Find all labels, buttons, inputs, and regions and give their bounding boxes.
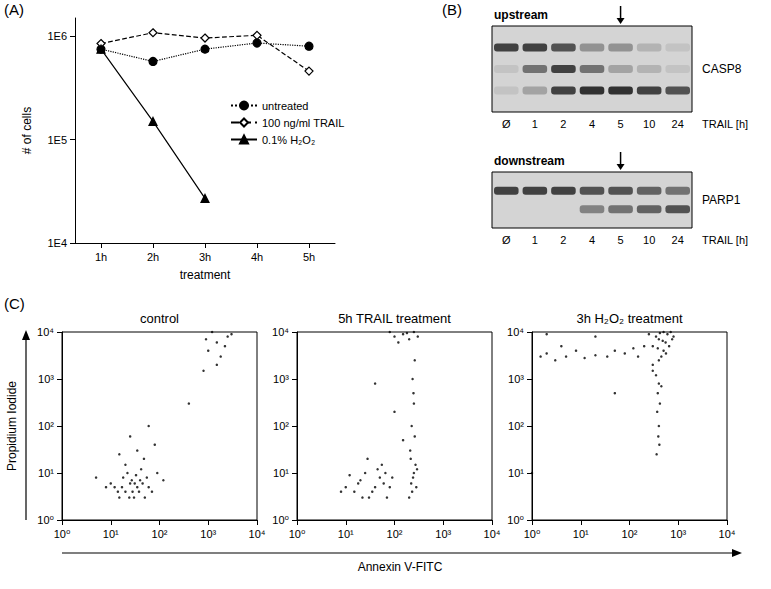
svg-text:10¹: 10¹ — [573, 528, 589, 540]
svg-text:Ø: Ø — [502, 118, 511, 130]
svg-text:10³: 10³ — [273, 373, 289, 385]
svg-text:10³: 10³ — [435, 528, 451, 540]
svg-text:10¹: 10¹ — [273, 467, 289, 479]
svg-text:5h: 5h — [303, 251, 315, 263]
svg-text:10²: 10² — [152, 528, 168, 540]
svg-text:(B): (B) — [442, 1, 462, 18]
svg-text:10²: 10² — [387, 528, 403, 540]
svg-text:10²: 10² — [273, 420, 289, 432]
svg-text:10²: 10² — [622, 528, 638, 540]
svg-text:4: 4 — [589, 118, 595, 130]
svg-text:10⁴: 10⁴ — [272, 326, 289, 338]
svg-text:(C): (C) — [4, 295, 25, 312]
svg-text:5h TRAIL treatment: 5h TRAIL treatment — [338, 311, 451, 326]
svg-text:(A): (A) — [4, 1, 24, 18]
svg-text:5: 5 — [618, 118, 624, 130]
svg-text:10¹: 10¹ — [38, 467, 54, 479]
svg-text:downstream: downstream — [494, 154, 565, 168]
svg-text:1E4: 1E4 — [47, 237, 67, 249]
svg-text:treatment: treatment — [180, 268, 231, 282]
svg-text:TRAIL [h]: TRAIL [h] — [702, 118, 748, 130]
svg-text:0.1% H₂O₂: 0.1% H₂O₂ — [262, 134, 315, 146]
svg-text:10⁰: 10⁰ — [524, 528, 541, 540]
svg-text:10⁰: 10⁰ — [507, 514, 524, 526]
svg-text:10⁰: 10⁰ — [289, 528, 306, 540]
svg-text:10³: 10³ — [200, 528, 216, 540]
svg-text:10²: 10² — [38, 420, 54, 432]
svg-text:10¹: 10¹ — [338, 528, 354, 540]
svg-text:4: 4 — [589, 234, 595, 246]
svg-text:TRAIL [h]: TRAIL [h] — [702, 234, 748, 246]
svg-text:24: 24 — [672, 118, 684, 130]
svg-text:10⁴: 10⁴ — [249, 528, 266, 540]
svg-text:10⁴: 10⁴ — [507, 326, 524, 338]
svg-text:2: 2 — [560, 118, 566, 130]
svg-text:24: 24 — [672, 234, 684, 246]
svg-text:10¹: 10¹ — [508, 467, 524, 479]
svg-text:10³: 10³ — [508, 373, 524, 385]
svg-text:1h: 1h — [95, 251, 107, 263]
svg-text:Propidium Iodide: Propidium Iodide — [5, 381, 19, 471]
svg-text:10³: 10³ — [38, 373, 54, 385]
svg-text:10⁴: 10⁴ — [719, 528, 736, 540]
svg-text:Annexin V-FITC: Annexin V-FITC — [358, 560, 443, 574]
svg-text:1E6: 1E6 — [47, 30, 67, 42]
svg-text:1: 1 — [532, 118, 538, 130]
svg-text:5: 5 — [618, 234, 624, 246]
svg-text:4h: 4h — [251, 251, 263, 263]
svg-text:CASP8: CASP8 — [702, 62, 742, 76]
svg-text:2: 2 — [560, 234, 566, 246]
svg-text:control: control — [140, 311, 179, 326]
svg-text:upstream: upstream — [494, 8, 548, 22]
svg-text:PARP1: PARP1 — [702, 193, 741, 207]
svg-text:10⁴: 10⁴ — [37, 326, 54, 338]
svg-text:1: 1 — [532, 234, 538, 246]
svg-text:10⁰: 10⁰ — [37, 514, 54, 526]
svg-text:10: 10 — [643, 118, 655, 130]
svg-text:10⁰: 10⁰ — [54, 528, 71, 540]
svg-text:3h H₂O₂ treatment: 3h H₂O₂ treatment — [576, 311, 683, 326]
svg-text:3h: 3h — [199, 251, 211, 263]
svg-text:# of cells: # of cells — [20, 107, 34, 154]
svg-text:2h: 2h — [147, 251, 159, 263]
svg-text:10: 10 — [643, 234, 655, 246]
svg-text:1E5: 1E5 — [47, 134, 67, 146]
svg-text:Ø: Ø — [502, 234, 511, 246]
svg-text:10³: 10³ — [670, 528, 686, 540]
svg-text:untreated: untreated — [262, 100, 308, 112]
svg-text:10²: 10² — [508, 420, 524, 432]
svg-text:100 ng/ml TRAIL: 100 ng/ml TRAIL — [262, 117, 344, 129]
svg-text:10⁰: 10⁰ — [272, 514, 289, 526]
svg-text:10¹: 10¹ — [103, 528, 119, 540]
svg-text:10⁴: 10⁴ — [484, 528, 501, 540]
